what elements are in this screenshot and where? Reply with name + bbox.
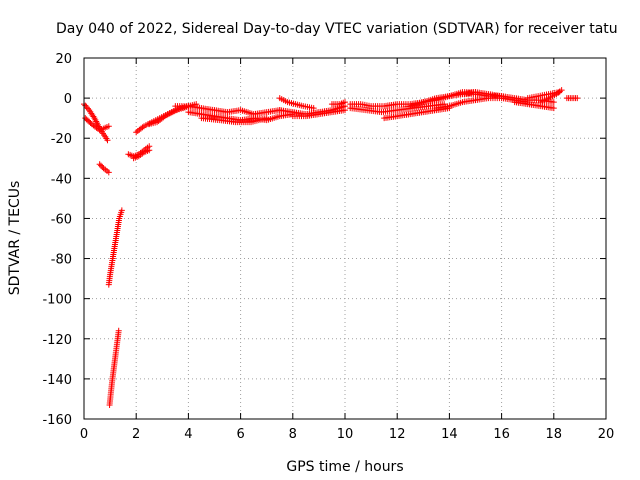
- x-axis-title: GPS time / hours: [286, 459, 403, 475]
- data-point: [558, 87, 565, 94]
- data-point: [105, 169, 112, 176]
- x-tick-label: 2: [132, 427, 140, 442]
- x-tick-label: 14: [441, 427, 458, 442]
- x-tick-label: 8: [289, 427, 297, 442]
- x-axis-ticks: 0 2 4 6 8 10 12 14 16 18 20: [80, 58, 614, 442]
- y-tick-label: -120: [42, 333, 72, 348]
- data-point: [82, 102, 89, 109]
- y-tick-label: 20: [55, 52, 72, 67]
- y-tick-label: -80: [51, 253, 72, 268]
- plot-frame: [83, 57, 607, 420]
- y-tick-label: -40: [51, 172, 72, 187]
- y-axis-title: SDTVAR / TECUs: [7, 181, 23, 296]
- y-tick-label: -100: [42, 293, 72, 308]
- chart-title: Day 040 of 2022, Sidereal Day-to-day VTE…: [56, 21, 618, 37]
- data-point: [115, 327, 122, 334]
- data-point: [342, 99, 348, 106]
- data-point: [104, 137, 111, 144]
- x-tick-label: 16: [493, 427, 510, 442]
- data-point: [96, 161, 103, 168]
- data-point: [342, 107, 348, 114]
- x-tick-label: 4: [184, 427, 192, 442]
- y-tick-label: -140: [42, 373, 72, 388]
- data-point: [97, 162, 104, 169]
- x-tick-label: 6: [236, 427, 244, 442]
- data-point: [83, 104, 90, 111]
- x-tick-label: 18: [546, 427, 563, 442]
- y-tick-label: -20: [51, 132, 72, 147]
- data-point: [99, 163, 106, 170]
- y-tick-label: -60: [51, 212, 72, 227]
- x-tick-label: 10: [337, 427, 354, 442]
- y-tick-label: -160: [42, 413, 72, 428]
- x-tick-label: 12: [389, 427, 406, 442]
- y-axis-ticks: -160 -140 -120 -100 -80 -60 -40 -20 0 20: [42, 52, 606, 428]
- data-point: [146, 147, 153, 154]
- data-point: [105, 123, 112, 130]
- data-points: [81, 87, 581, 408]
- data-point: [574, 95, 581, 102]
- x-tick-label: 0: [80, 427, 88, 442]
- data-point: [263, 115, 270, 122]
- x-tick-label: 20: [598, 427, 615, 442]
- data-point: [550, 99, 557, 106]
- data-point: [118, 207, 125, 214]
- y-tick-label: 0: [64, 92, 72, 107]
- data-point: [550, 105, 557, 112]
